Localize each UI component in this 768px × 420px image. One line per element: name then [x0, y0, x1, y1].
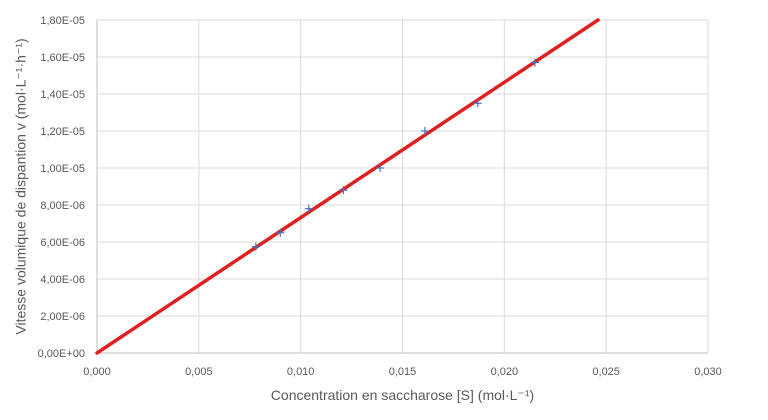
data-point — [530, 58, 539, 67]
y-tick-label: 4,00E-06 — [40, 274, 85, 286]
y-tick-label: 1,20E-05 — [40, 126, 85, 138]
y-tick-label: 1,40E-05 — [40, 89, 85, 101]
y-tick-label: 1,80E-05 — [40, 15, 85, 27]
x-tick-label: 0,005 — [185, 366, 213, 378]
y-axis-title: Vitesse volumique de dispantion v (mol·L… — [13, 38, 29, 334]
data-point — [304, 204, 313, 213]
data-point — [376, 164, 385, 172]
x-axis-title: Concentration en saccharose [S] (mol·L⁻¹… — [271, 387, 534, 403]
y-tick-label: 1,60E-05 — [40, 52, 85, 64]
x-tick-label: 0,010 — [287, 366, 315, 378]
data-point — [420, 127, 429, 135]
x-tick-label: 0,015 — [389, 366, 417, 378]
x-tick-label: 0,025 — [592, 366, 620, 378]
tick-labels: 0,00E+00 2,00E-06 4,00E-06 6,00E-06 8,00E-06… — [38, 15, 722, 378]
x-tick-label: 0,000 — [83, 366, 111, 378]
data-points-layer — [251, 58, 539, 251]
trend-line-layer — [95, 18, 600, 355]
data-point — [473, 99, 482, 108]
y-tick-label: 0,00E+00 — [38, 348, 85, 360]
x-tick-label: 0,030 — [694, 366, 722, 378]
y-tick-label: 1,00E-05 — [40, 163, 85, 175]
axes — [96, 20, 708, 354]
data-point — [251, 242, 260, 251]
trend-line — [95, 18, 600, 355]
x-tick-label: 0,020 — [491, 366, 519, 378]
y-tick-label: 8,00E-06 — [40, 200, 85, 212]
y-tick-label: 6,00E-06 — [40, 237, 85, 249]
y-tick-label: 2,00E-06 — [40, 311, 85, 323]
data-point — [339, 186, 348, 195]
data-point — [276, 228, 285, 237]
gridlines — [97, 19, 709, 353]
